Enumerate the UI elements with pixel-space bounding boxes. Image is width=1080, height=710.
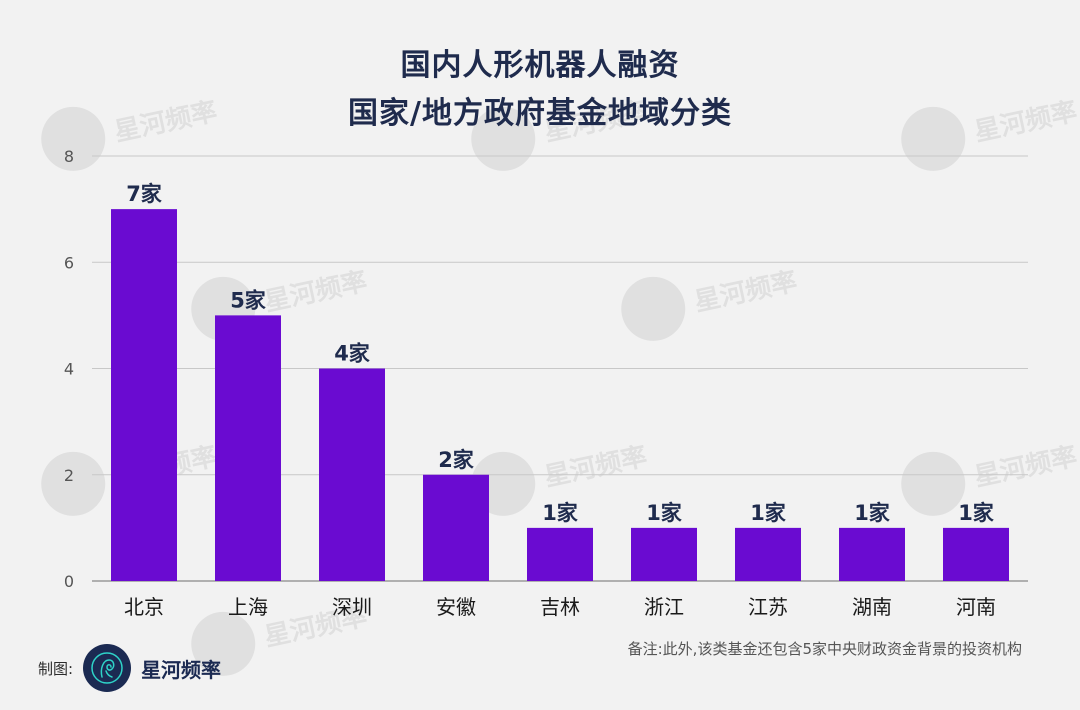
chart-subtitle: 国家/地方政府基金地域分类 (348, 96, 732, 131)
x-tick-label: 吉林 (540, 595, 580, 619)
bar (111, 209, 177, 581)
chart-title: 国内人形机器人融资 (400, 48, 680, 83)
data-label: 2家 (438, 448, 475, 472)
brand-name: 星河频率 (141, 657, 222, 682)
y-tick-label: 4 (64, 360, 74, 379)
data-label: 1家 (646, 501, 683, 525)
bar (735, 527, 801, 581)
x-tick-label: 安徽 (436, 595, 476, 619)
x-tick-label: 湖南 (852, 595, 892, 619)
data-label: 1家 (958, 501, 995, 525)
bar (527, 527, 593, 581)
data-label: 5家 (230, 288, 267, 312)
data-label: 1家 (542, 501, 579, 525)
y-tick-label: 2 (64, 466, 74, 485)
y-tick-label: 0 (64, 572, 74, 591)
credit-label: 制图: (38, 659, 74, 678)
x-tick-label: 上海 (228, 595, 268, 619)
bar (839, 527, 905, 581)
x-tick-label: 河南 (956, 595, 996, 619)
x-tick-label: 江苏 (748, 595, 788, 619)
bar (631, 527, 697, 581)
bar (423, 474, 489, 581)
data-label: 1家 (750, 501, 787, 525)
bar (215, 315, 281, 581)
data-label: 4家 (334, 342, 371, 366)
y-tick-label: 8 (64, 147, 74, 166)
x-tick-label: 深圳 (332, 595, 372, 619)
footnote: 备注:此外,该类基金还包含5家中央财政资金背景的投资机构 (627, 640, 1022, 658)
data-label: 1家 (854, 501, 891, 525)
bar (943, 527, 1009, 581)
x-tick-label: 北京 (124, 595, 164, 619)
x-tick-label: 浙江 (644, 595, 684, 619)
credit-block: 制图: 星河频率 (38, 644, 221, 692)
data-label: 7家 (126, 182, 163, 206)
brand-logo-icon (83, 644, 132, 692)
bar (319, 368, 385, 581)
y-tick-label: 6 (64, 253, 74, 272)
